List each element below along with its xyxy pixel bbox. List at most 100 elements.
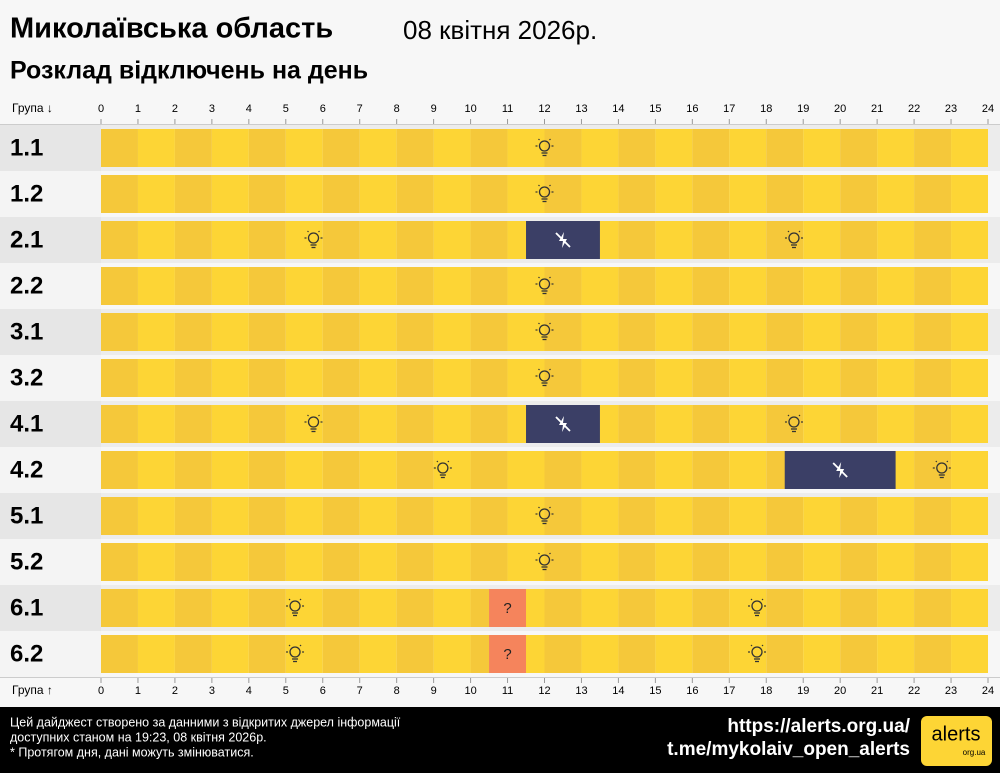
row-label-bg	[0, 263, 101, 309]
hour-stripe	[101, 267, 138, 305]
x-tick-label: 17	[723, 103, 735, 115]
hour-stripe	[433, 405, 471, 443]
hour-stripe	[655, 359, 693, 397]
hour-stripe	[137, 543, 175, 581]
hour-stripe	[101, 543, 138, 581]
hour-stripe	[877, 543, 915, 581]
row-label-bg	[0, 217, 101, 263]
axis-label: Група ↑	[12, 683, 53, 697]
hour-stripe	[359, 405, 397, 443]
hour-stripe	[322, 175, 360, 213]
uncertain-label: ?	[503, 646, 511, 663]
bulb-icon	[299, 644, 302, 647]
hour-stripe	[101, 635, 138, 673]
row-label-bg	[0, 539, 101, 585]
hour-stripe	[618, 175, 656, 213]
x-tick-label: 10	[464, 685, 476, 697]
row-label-bg	[0, 125, 101, 171]
hour-stripe	[433, 359, 471, 397]
bulb-icon	[751, 646, 763, 658]
hour-stripe	[211, 589, 249, 627]
hour-stripe	[544, 313, 582, 351]
bulb-icon	[936, 462, 948, 474]
hour-stripe	[211, 267, 249, 305]
hour-stripe	[507, 451, 545, 489]
row-label: 4.1	[10, 410, 43, 437]
hour-stripe	[544, 589, 582, 627]
bulb-icon	[761, 644, 764, 647]
hour-stripe	[211, 359, 249, 397]
hour-stripe	[914, 359, 952, 397]
hour-stripe	[101, 497, 138, 535]
hour-stripe	[396, 497, 434, 535]
outage-icon	[832, 462, 848, 478]
bulb-icon	[549, 276, 551, 279]
hour-stripe	[951, 267, 988, 305]
hour-stripe	[396, 175, 434, 213]
hour-stripe	[729, 589, 767, 627]
hour-stripe	[248, 129, 286, 167]
hour-stripe	[729, 221, 767, 259]
hour-stripe	[877, 313, 915, 351]
hour-stripe	[581, 497, 619, 535]
hour-stripe	[174, 451, 212, 489]
row-label-bg	[0, 585, 101, 631]
hour-stripe	[174, 175, 212, 213]
hour-stripe	[692, 129, 730, 167]
x-tick-label: 18	[760, 685, 772, 697]
hour-stripe	[359, 635, 397, 673]
hour-stripe	[137, 497, 175, 535]
hour-stripe	[137, 451, 175, 489]
hour-stripe	[544, 175, 582, 213]
logo	[921, 716, 992, 766]
hour-stripe	[951, 221, 988, 259]
hour-stripe	[101, 221, 138, 259]
hour-stripe	[396, 405, 434, 443]
x-tick-label: 15	[649, 103, 661, 115]
footer-link[interactable]: t.me/mykolaiv_open_alerts	[667, 739, 910, 760]
bulb-icon	[549, 138, 551, 141]
hour-stripe	[396, 635, 434, 673]
row-label: 3.2	[10, 364, 43, 391]
hour-stripe	[729, 267, 767, 305]
hour-stripe	[433, 635, 471, 673]
hour-stripe	[359, 497, 397, 535]
hour-stripe	[951, 359, 988, 397]
x-tick-label: 8	[394, 103, 400, 115]
footer-note: * Протягом дня, дані можуть змінюватися.	[10, 745, 254, 759]
hour-stripe	[101, 359, 138, 397]
bulb-icon	[538, 186, 551, 198]
hour-stripe	[396, 221, 434, 259]
x-tick-label: 6	[320, 685, 326, 697]
hour-stripe	[322, 221, 360, 259]
hour-stripe	[322, 267, 360, 305]
hour-stripe	[433, 221, 471, 259]
hour-stripe	[581, 359, 619, 397]
bulb-icon	[289, 600, 301, 612]
hour-stripe	[470, 359, 508, 397]
hour-stripe	[618, 497, 656, 535]
date: 08 квітня 2026р.	[403, 15, 597, 45]
x-tick-label: 1	[135, 103, 141, 115]
footer-link[interactable]: https://alerts.org.ua/	[727, 716, 910, 737]
row-label-bg	[0, 493, 101, 539]
hour-stripe	[322, 497, 360, 535]
x-tick-label: 16	[686, 685, 698, 697]
hour-stripe	[951, 543, 988, 581]
hour-stripe	[248, 497, 286, 535]
hour-stripe	[101, 175, 138, 213]
hour-stripe	[544, 543, 582, 581]
hour-stripe	[101, 451, 138, 489]
bulb-icon	[946, 460, 949, 463]
hour-stripe	[359, 175, 397, 213]
subtitle: Розклад відключень на день	[10, 57, 368, 85]
hour-stripe	[211, 129, 249, 167]
x-tick-label: 18	[760, 103, 772, 115]
hour-stripe	[211, 635, 249, 673]
hour-stripe	[655, 543, 693, 581]
x-tick-label: 23	[945, 685, 957, 697]
hour-stripe	[248, 405, 286, 443]
bulb-icon	[538, 278, 551, 290]
outage-icon	[555, 416, 571, 432]
hour-stripe	[951, 451, 988, 489]
